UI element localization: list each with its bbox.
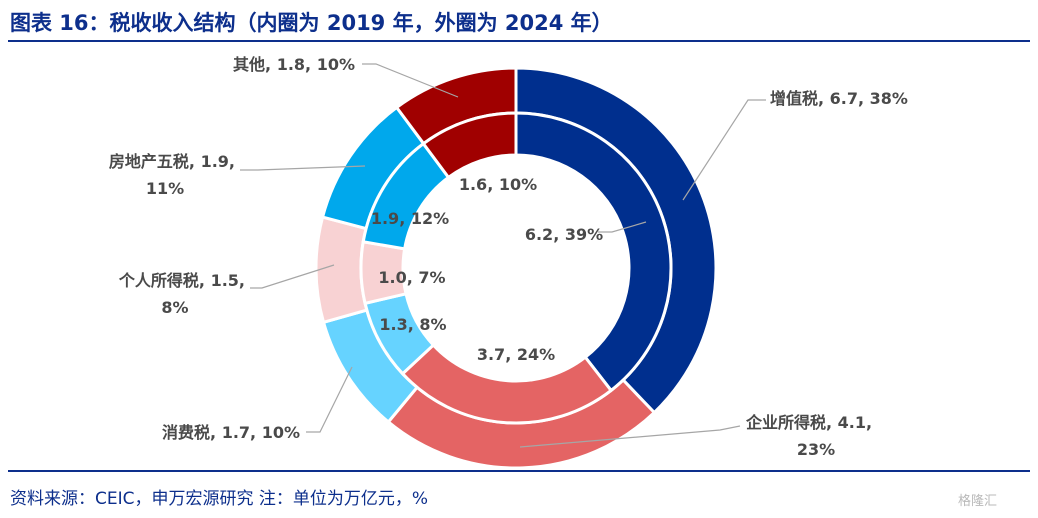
leader-line-outer-1 xyxy=(519,425,741,448)
leader-line-inner-0 xyxy=(598,221,647,233)
outer-ring-labels: 增值税, 6.7, 38% 企业所得税, 4.1, 23% 消费税, 1.7, 10%… xyxy=(109,55,908,459)
chart-title: 图表 16：税收收入结构（内圈为 2019 年，外圈为 2024 年） xyxy=(10,11,613,35)
inner-label-5: 1.6, 10% xyxy=(459,175,537,194)
outer-label-2-line-0: 消费税, 1.7, 10% xyxy=(162,423,300,442)
leader-line-outer-4 xyxy=(240,165,366,171)
inner-label-1: 3.7, 24% xyxy=(477,345,555,364)
outer-label-4-line-0: 房地产五税, 1.9, xyxy=(109,152,235,171)
outer-label-4-line-1: 11% xyxy=(146,179,184,198)
footer-rule xyxy=(8,470,1030,472)
outer-label-1-line-0: 企业所得税, 4.1, xyxy=(745,413,872,432)
inner-ring-labels: 6.2, 39% 3.7, 24% 1.3, 8% 1.0, 7% 1.9, 12% 1.… xyxy=(371,175,603,364)
slice-2024-3 xyxy=(314,215,369,325)
leader-line-outer-3 xyxy=(250,264,335,289)
outer-label-3-line-1: 8% xyxy=(161,298,188,317)
outer-label-0-line-0: 增值税, 6.7, 38% xyxy=(770,89,908,108)
leader-line-outer-2 xyxy=(306,366,353,433)
inner-label-2: 1.3, 8% xyxy=(379,315,446,334)
leader-line-outer-0 xyxy=(682,99,766,201)
inner-ring-2019 xyxy=(359,111,673,425)
title-rule xyxy=(8,40,1030,42)
inner-label-0: 6.2, 39% xyxy=(525,225,603,244)
outer-label-3-line-0: 个人所得税, 1.5, xyxy=(118,271,245,290)
source-note: 资料来源：CEIC，申万宏源研究 注：单位为万亿元，% xyxy=(10,489,429,509)
inner-label-4: 1.9, 12% xyxy=(371,209,449,228)
leader-lines xyxy=(240,63,766,448)
watermark-logo: 格隆汇 xyxy=(958,494,998,509)
inner-label-3: 1.0, 7% xyxy=(378,268,445,287)
outer-label-1-line-1: 23% xyxy=(797,440,835,459)
leader-line-outer-5 xyxy=(362,63,459,98)
slice-2019-0 xyxy=(514,111,673,393)
slice-2019-5 xyxy=(421,111,518,180)
outer-label-5-line-0: 其他, 1.8, 10% xyxy=(233,55,355,74)
